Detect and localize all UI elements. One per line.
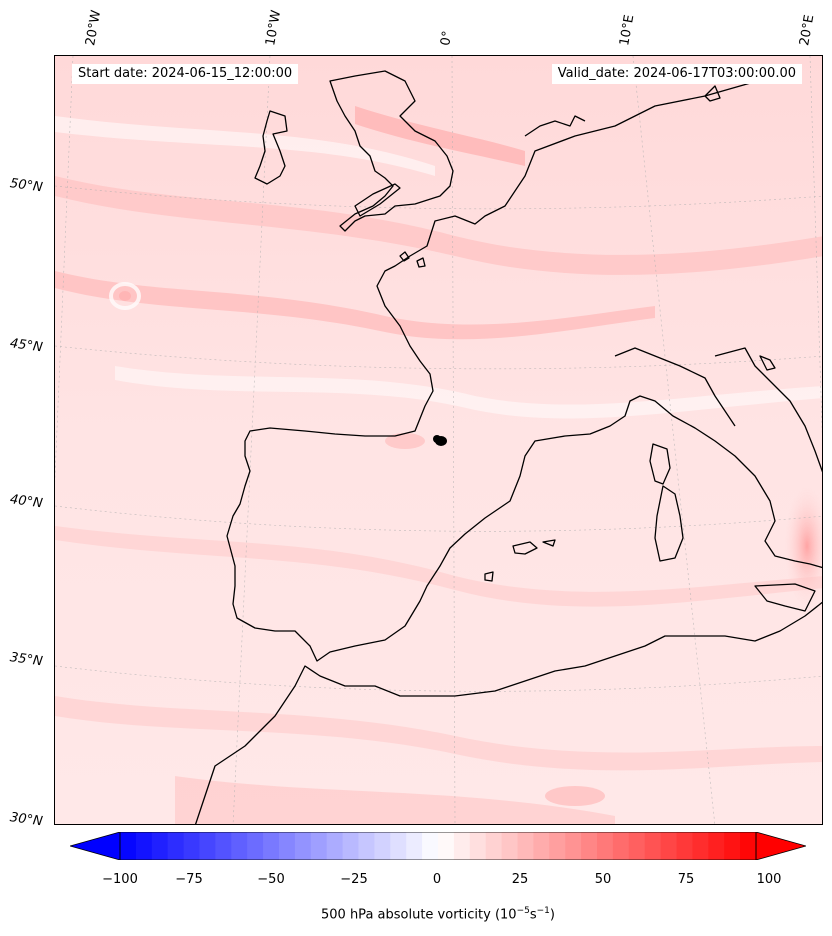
colorbar-segment [486,832,502,860]
colorbar-label-text: 500 hPa absolute vorticity (10 [321,907,517,922]
valid-date-label: Valid_date: 2024-06-17T03:00:00.00 [552,64,802,84]
colorbar-segment [390,832,406,860]
lat-label-35n: 35°N [9,650,44,669]
vorticity-map[interactable] [54,55,823,825]
colorbar-segment [247,832,263,860]
colorbar-tick: 100 [757,872,782,887]
colorbar-label: 500 hPa absolute vorticity (10−5s−1) [0,906,832,922]
colorbar-segment [136,832,152,860]
map-canvas [55,56,823,825]
colorbar-tick: 25 [512,872,529,887]
colorbar [70,832,806,864]
lon-label-20w: 20°W [83,9,104,47]
colorbar-segment [374,832,390,860]
colorbar-segment [152,832,168,860]
colorbar-segment [565,832,581,860]
colorbar-segment [343,832,359,860]
colorbar-tick: −25 [340,872,367,887]
start-date-label: Start date: 2024-06-15_12:00:00 [72,64,298,84]
lat-label-50n: 50°N [9,176,44,195]
colorbar-segment [359,832,375,860]
colorbar-segment [406,832,422,860]
colorbar-segment [470,832,486,860]
colorbar-label-exp2: −1 [537,906,550,916]
colorbar-label-exp1: −5 [517,906,530,916]
colorbar-gradient [70,832,806,860]
colorbar-segment [692,832,708,860]
colorbar-segment [502,832,518,860]
colorbar-segment [215,832,231,860]
colorbar-segment [168,832,184,860]
lon-label-0: 0° [438,30,455,47]
lat-label-40n: 40°N [9,492,44,511]
colorbar-segment [231,832,247,860]
colorbar-segment [613,832,629,860]
colorbar-segment [279,832,295,860]
colorbar-segment [438,832,454,860]
colorbar-tick: 75 [678,872,695,887]
lon-label-20e: 20°E [797,14,817,47]
lat-label-30n: 30°N [9,810,44,829]
colorbar-segment [645,832,661,860]
colorbar-segment [422,832,438,860]
colorbar-segment [597,832,613,860]
colorbar-segment [581,832,597,860]
colorbar-segment [629,832,645,860]
colorbar-segment [327,832,343,860]
colorbar-segment [200,832,216,860]
colorbar-segment [708,832,724,860]
colorbar-segment [518,832,534,860]
colorbar-segment [311,832,327,860]
lat-label-45n: 45°N [9,336,44,355]
colorbar-label-mid: s [530,907,537,922]
colorbar-segment [549,832,565,860]
colorbar-segment [661,832,677,860]
lon-label-10e: 10°E [617,14,637,47]
lon-label-10w: 10°W [263,9,284,47]
colorbar-segment [677,832,693,860]
colorbar-segment [184,832,200,860]
colorbar-segment [740,832,756,860]
colorbar-segment [454,832,470,860]
colorbar-segment [533,832,549,860]
colorbar-segment [295,832,311,860]
colorbar-tick: 0 [433,872,441,887]
colorbar-tick: −100 [102,872,138,887]
colorbar-tick: −50 [257,872,284,887]
colorbar-segment [120,832,136,860]
colorbar-tick: 50 [595,872,612,887]
colorbar-segment [263,832,279,860]
colorbar-tick: −75 [175,872,202,887]
colorbar-label-end: ) [550,907,555,922]
colorbar-segment [724,832,740,860]
